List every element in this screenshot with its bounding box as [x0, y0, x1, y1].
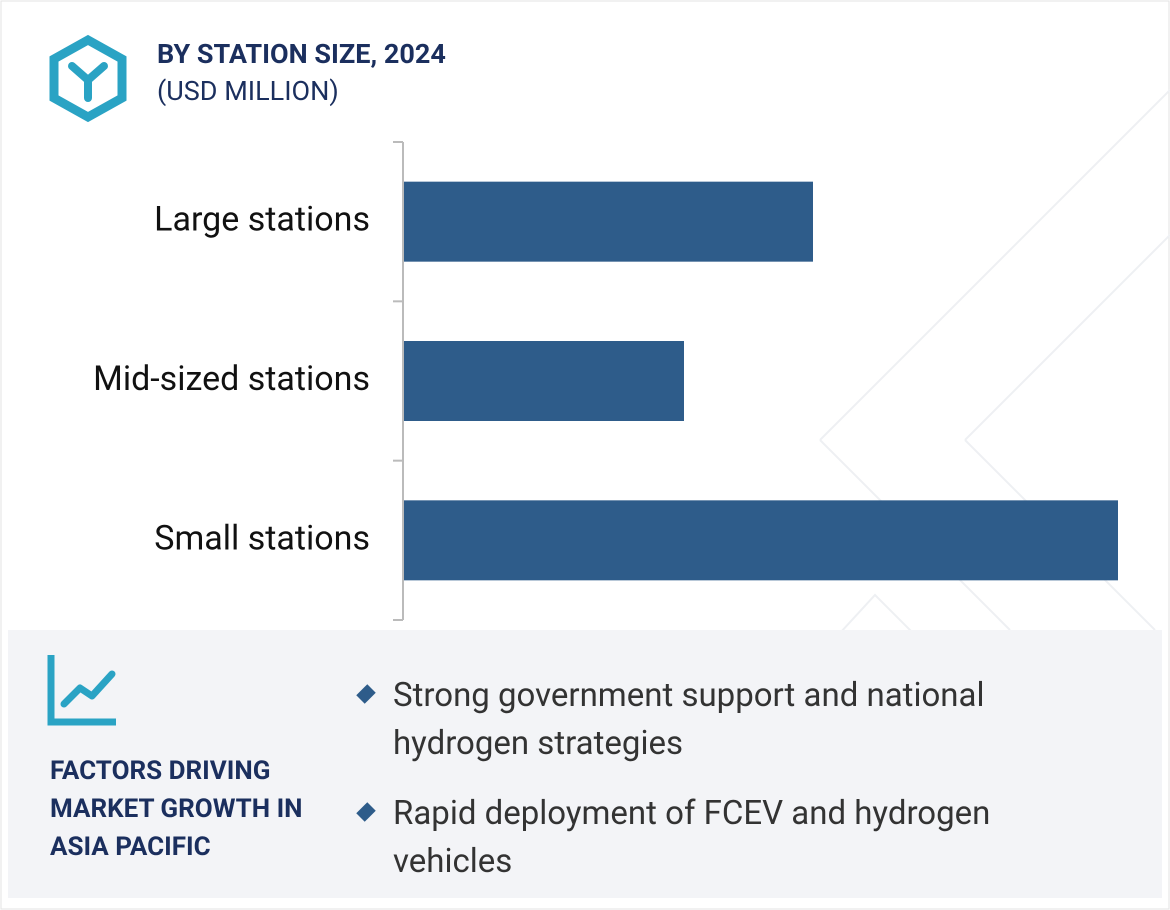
logo — [49, 34, 127, 123]
y-tick-label: Large stations — [154, 200, 370, 240]
factors-heading: FACTORS DRIVING MARKET GROWTH IN ASIA PA… — [50, 756, 303, 862]
y-tick-label: Small stations — [154, 518, 370, 558]
growth-icon — [47, 655, 116, 726]
factor-list: Strong government support and national h… — [356, 672, 1056, 908]
factor-item: Rapid deployment of FCEV and hydrogen ve… — [356, 790, 1056, 886]
chart-title: BY STATION SIZE, 2024 — [157, 38, 446, 70]
factors-panel: FACTORS DRIVING MARKET GROWTH IN ASIA PA… — [8, 630, 1162, 898]
chart-subtitle: (USD MILLION) — [157, 75, 339, 107]
bar — [404, 500, 1118, 581]
background-pattern — [759, 89, 1170, 721]
bar — [404, 181, 813, 262]
bar — [404, 341, 684, 421]
y-tick-label: Mid-sized stations — [93, 359, 370, 399]
factor-item: Strong government support and national h… — [356, 672, 1056, 768]
